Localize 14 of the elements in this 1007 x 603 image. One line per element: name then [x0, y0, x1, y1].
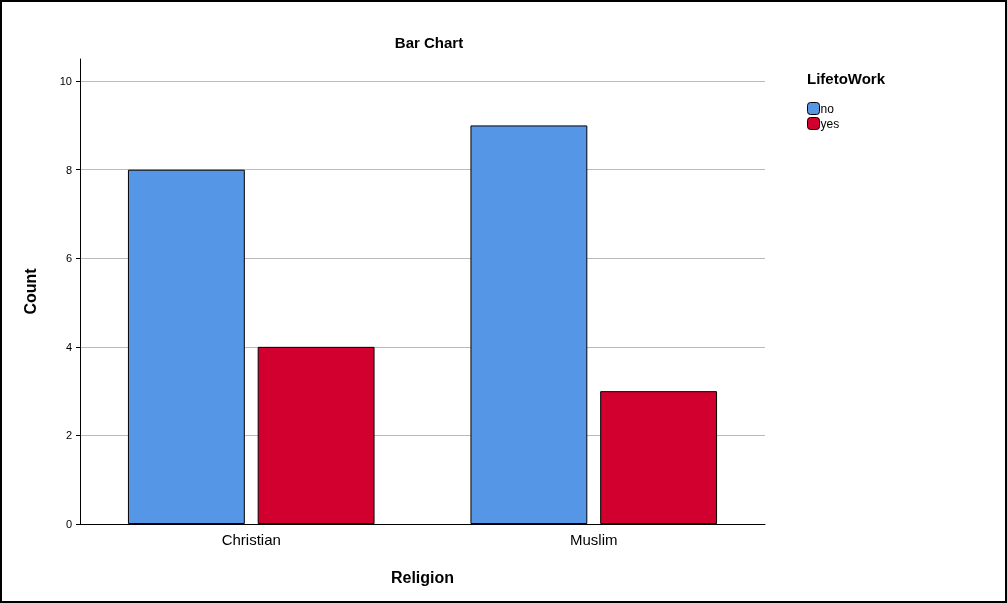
y-tick-label: 6 — [65, 252, 72, 265]
legend-title: LifetoWork — [807, 70, 886, 87]
y-tick-label: 4 — [65, 340, 72, 353]
x-tick-label: Muslim — [570, 531, 618, 548]
y-tick-label: 10 — [59, 75, 72, 88]
chart-title: Bar Chart — [394, 34, 464, 51]
legend-label: no — [820, 101, 835, 116]
y-tick-label: 2 — [65, 429, 72, 442]
y-tick-label: 0 — [65, 518, 72, 530]
x-axis-title: Religion — [390, 568, 455, 586]
legend-label: yes — [820, 116, 840, 131]
y-axis-title: Count — [21, 267, 39, 315]
y-tick-label: 8 — [65, 163, 72, 176]
x-tick-label: Christian — [221, 531, 281, 548]
